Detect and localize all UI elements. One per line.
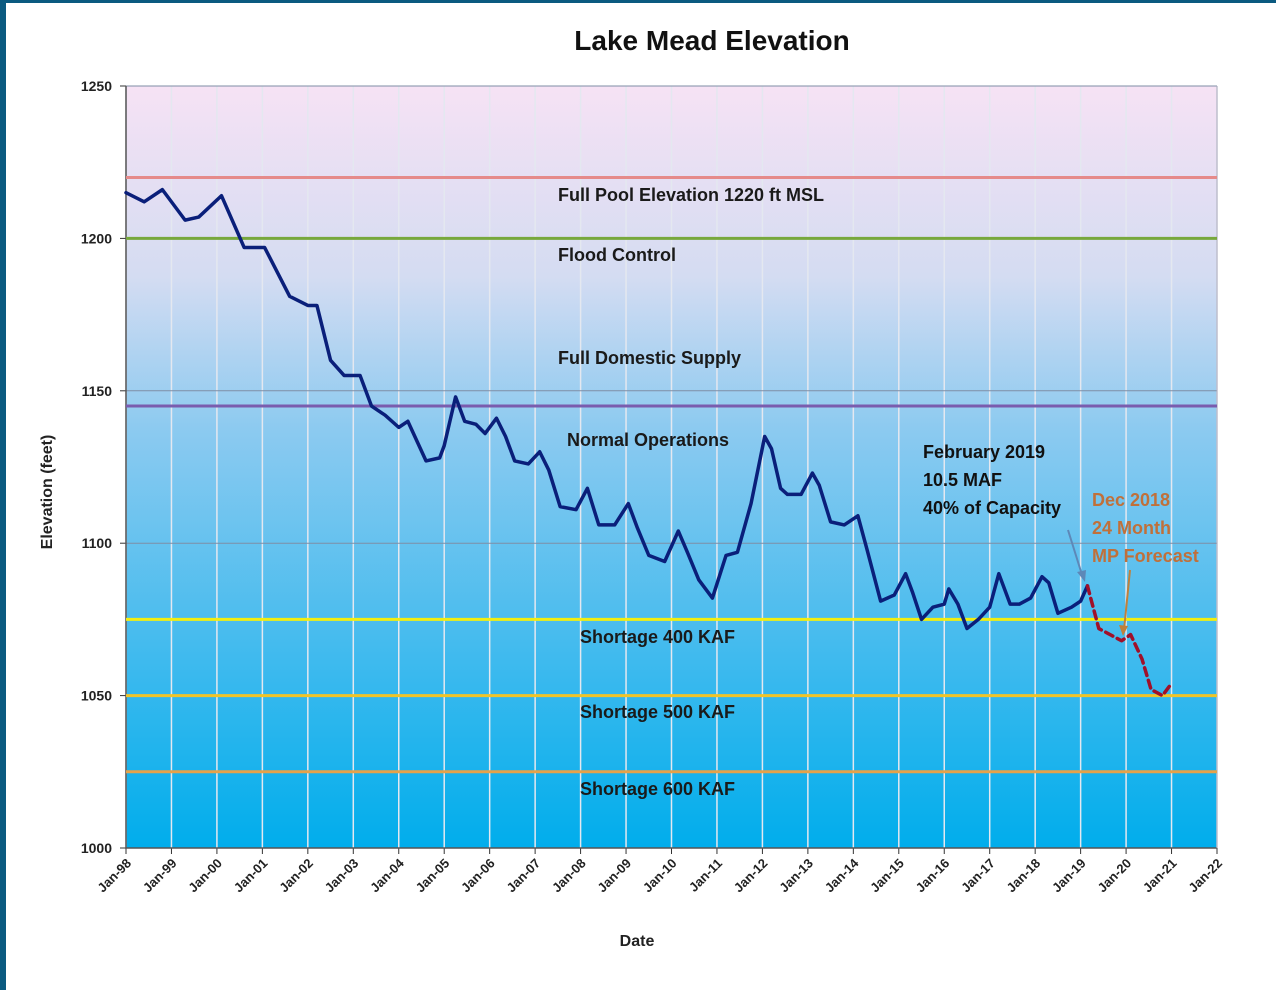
x-tick-label: Jan-04: [367, 855, 407, 895]
x-tick-label: Jan-19: [1049, 856, 1089, 896]
zone-label: Shortage 500 KAF: [580, 702, 735, 722]
x-axis-label: Date: [620, 933, 655, 950]
x-tick-label: Jan-02: [276, 856, 316, 896]
annotation: 40% of Capacity: [923, 498, 1061, 518]
annotation-arrow: [1123, 569, 1131, 631]
y-tick-label: 1100: [82, 535, 113, 551]
annotation-arrowhead: [1119, 625, 1128, 636]
data-line: [1085, 584, 1172, 698]
x-tick-label: Jan-05: [413, 856, 453, 896]
y-tick-label: 1000: [81, 840, 112, 856]
y-tick-label: 1200: [81, 230, 112, 246]
x-tick-label: Jan-11: [686, 856, 725, 895]
x-tick-label: Jan-12: [731, 856, 771, 896]
y-tick-label: 1150: [82, 383, 113, 399]
x-tick-label: Jan-20: [1094, 856, 1134, 896]
x-tick-label: Jan-16: [913, 856, 953, 896]
x-tick-label: Jan-07: [504, 856, 544, 896]
frame-top: [0, 0, 1276, 3]
x-tick-label: Jan-22: [1185, 856, 1225, 896]
x-tick-label: Jan-17: [958, 856, 998, 896]
zone-label: Full Domestic Supply: [558, 348, 741, 368]
x-tick-label: Jan-03: [322, 856, 362, 896]
x-tick-label: Jan-01: [231, 856, 271, 896]
x-tick-label: Jan-00: [185, 856, 225, 896]
annotation-arrow: [1067, 529, 1084, 579]
x-tick-label: Jan-99: [140, 856, 180, 896]
zone-label: Flood Control: [558, 245, 676, 265]
x-tick-label: Jan-14: [822, 855, 862, 895]
x-tick-label: Jan-21: [1140, 856, 1180, 896]
x-tick-label: Jan-13: [776, 856, 816, 896]
x-tick-label: Jan-15: [867, 856, 907, 896]
data-line: [124, 187, 1090, 631]
annotation-arrowhead: [1077, 570, 1086, 582]
x-tick-label: Jan-08: [549, 856, 589, 896]
zone-label: Normal Operations: [567, 430, 729, 450]
zone-label: Full Pool Elevation 1220 ft MSL: [558, 185, 824, 205]
x-tick-label: Jan-10: [640, 856, 680, 896]
chart-title: Lake Mead Elevation: [574, 25, 849, 56]
y-axis-label: Elevation (feet): [39, 435, 56, 550]
zone-label: Shortage 600 KAF: [580, 779, 735, 799]
frame-left: [0, 0, 6, 990]
x-tick-label: Jan-09: [594, 856, 634, 896]
annotation: 10.5 MAF: [923, 470, 1002, 490]
y-tick-label: 1050: [81, 688, 112, 704]
x-tick-label: Jan-18: [1004, 856, 1044, 896]
annotation: 24 Month: [1092, 518, 1171, 538]
x-tick-label: Jan-98: [94, 856, 134, 896]
annotation: February 2019: [923, 442, 1045, 462]
y-tick-label: 1250: [81, 78, 112, 94]
x-tick-label: Jan-06: [458, 856, 498, 896]
annotation: MP Forecast: [1092, 546, 1199, 566]
annotation: Dec 2018: [1092, 490, 1170, 510]
zone-label: Shortage 400 KAF: [580, 627, 735, 647]
